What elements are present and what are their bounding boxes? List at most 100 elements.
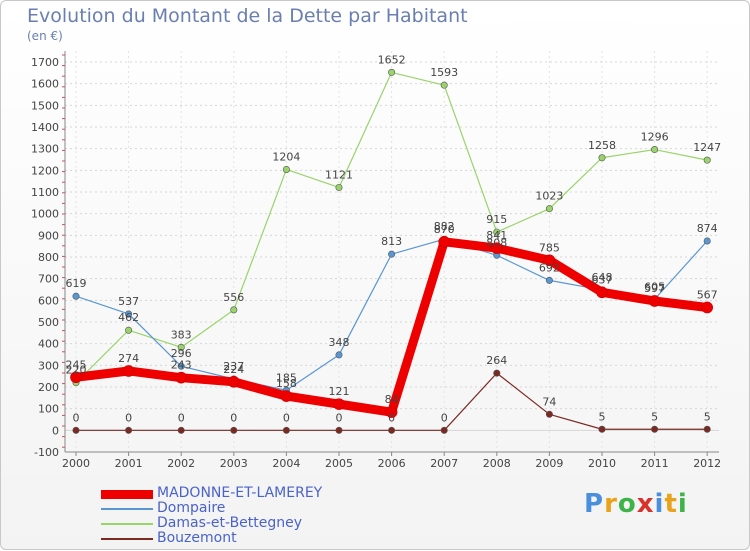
data-label: 619	[66, 277, 87, 290]
x-tick-label: 2007	[430, 457, 458, 470]
x-tick-label: 2006	[378, 457, 406, 470]
data-label: 0	[73, 411, 80, 424]
y-tick-label: 300	[38, 359, 59, 372]
legend-label: MADONNE-ET-LAMEREY	[157, 485, 323, 501]
data-point	[388, 426, 396, 434]
data-label: 121	[329, 385, 350, 398]
logo-letter: x	[636, 489, 655, 519]
y-tick-label: 1500	[31, 99, 59, 112]
legend-swatch	[101, 538, 153, 540]
data-point	[335, 351, 343, 359]
data-point	[125, 310, 133, 318]
logo-letter: r	[604, 489, 618, 519]
data-label: 5	[599, 410, 606, 423]
data-point	[125, 426, 133, 434]
y-tick-label: 1100	[31, 186, 59, 199]
data-label: 224	[223, 363, 244, 376]
y-tick-label: 0	[52, 424, 59, 437]
data-point	[335, 183, 343, 191]
data-label: 1652	[378, 53, 406, 66]
logo-letter: P	[584, 489, 605, 519]
data-point	[598, 425, 606, 433]
data-label: 1296	[641, 131, 669, 144]
data-point	[543, 254, 556, 267]
data-label: 220	[66, 364, 87, 377]
data-point	[701, 301, 714, 314]
x-tick-label: 2010	[588, 457, 616, 470]
logo-letter: t	[664, 489, 678, 519]
data-point	[228, 375, 240, 388]
data-point	[177, 343, 185, 351]
x-tick-label: 2012	[693, 457, 721, 470]
data-point	[335, 426, 343, 434]
x-tick-label: 2001	[115, 457, 143, 470]
data-label: 348	[329, 336, 350, 349]
data-label: 1023	[535, 190, 563, 203]
logo-letter: i	[654, 489, 665, 519]
logo-letter: o	[617, 489, 637, 519]
data-label: 185	[276, 371, 297, 384]
data-label: 1121	[325, 168, 353, 181]
data-label: 237	[223, 360, 244, 373]
data-label: 264	[486, 354, 507, 367]
data-point	[388, 68, 396, 76]
data-point	[545, 410, 553, 418]
data-label: 0	[441, 411, 448, 424]
data-point	[703, 156, 711, 164]
y-tick-label: -100	[34, 446, 59, 459]
data-label: 0	[178, 411, 185, 424]
data-point	[282, 165, 290, 173]
data-label: 841	[486, 229, 507, 242]
data-label: 84	[385, 393, 399, 406]
y-tick-label: 200	[38, 381, 59, 394]
y-tick-label: 1400	[31, 121, 59, 134]
y-tick-label: 800	[38, 251, 59, 264]
data-point	[177, 426, 185, 434]
data-point	[490, 242, 503, 254]
y-tick-label: 900	[38, 229, 59, 242]
x-tick-label: 2008	[483, 457, 511, 470]
data-label: 637	[592, 273, 613, 286]
x-tick-label: 2005	[325, 457, 353, 470]
data-point	[648, 295, 661, 307]
legend-swatch	[101, 508, 153, 510]
data-point	[440, 81, 448, 89]
x-tick-label: 2011	[641, 457, 669, 470]
data-label: 296	[171, 347, 192, 360]
legend-swatch	[101, 489, 153, 499]
data-label: 567	[697, 288, 718, 301]
data-label: 243	[171, 359, 192, 372]
y-tick-label: 1200	[31, 164, 59, 177]
y-tick-label: 400	[38, 338, 59, 351]
y-tick-label: 1300	[31, 143, 59, 156]
data-label: 692	[539, 261, 560, 274]
y-tick-label: 100	[38, 403, 59, 416]
data-point	[598, 154, 606, 162]
x-tick-label: 2009	[535, 457, 563, 470]
x-tick-label: 2004	[272, 457, 300, 470]
data-point	[651, 425, 659, 433]
data-point	[388, 250, 396, 258]
data-point	[72, 292, 80, 300]
data-point	[125, 326, 133, 334]
data-label: 1204	[272, 150, 300, 163]
y-tick-label: 700	[38, 273, 59, 286]
legend-label: Bouzemont	[157, 530, 237, 546]
data-point	[282, 426, 290, 434]
data-label: 785	[539, 241, 560, 254]
data-label: 0	[336, 411, 343, 424]
y-tick-label: 1600	[31, 78, 59, 91]
data-label: 462	[118, 311, 139, 324]
x-tick-label: 2000	[62, 457, 90, 470]
data-point	[175, 371, 187, 384]
data-label: 0	[125, 411, 132, 424]
y-tick-label: 500	[38, 316, 59, 329]
data-label: 813	[381, 235, 402, 248]
legend-label: Damas-et-Bettegney	[157, 515, 303, 531]
data-point	[493, 369, 501, 377]
data-point	[230, 306, 238, 314]
data-point	[545, 276, 553, 284]
data-label: 1593	[430, 66, 458, 79]
